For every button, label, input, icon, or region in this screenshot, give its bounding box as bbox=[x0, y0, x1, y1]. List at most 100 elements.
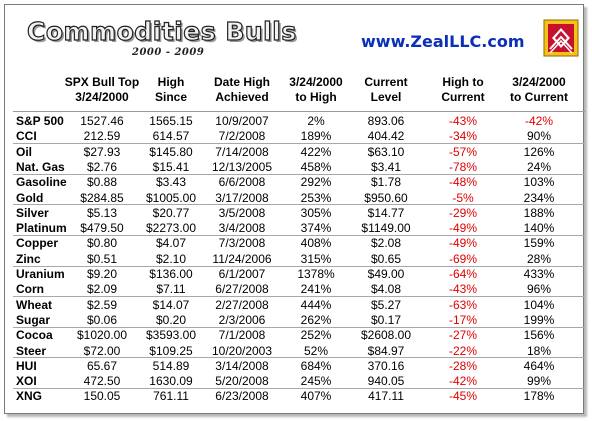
column-header-line: High to bbox=[442, 75, 484, 89]
column-header-6: High to Current bbox=[428, 75, 498, 105]
cell-date: 10/20/2003 bbox=[211, 343, 273, 358]
cell-current: $950.60 bbox=[364, 190, 408, 205]
table-row: S&P 500 1527.46 1565.15 10/9/2007 2% 893.06 -4… bbox=[5, 113, 585, 130]
cell-high: $4.07 bbox=[155, 236, 187, 251]
page-title: Commodities Bulls bbox=[26, 16, 297, 46]
cell-current: $63.10 bbox=[367, 144, 405, 159]
cell-date: 5/20/2008 bbox=[215, 374, 269, 389]
cell-date: 3/4/2008 bbox=[218, 221, 266, 236]
cell-high: $2.10 bbox=[155, 251, 187, 266]
row-divider bbox=[13, 387, 585, 389]
cell-high-to-current: -45% bbox=[448, 389, 477, 404]
cell-to-current: 156% bbox=[523, 328, 555, 343]
cell-current: $5.27 bbox=[370, 297, 402, 312]
cell-to-high: 292% bbox=[300, 175, 332, 190]
cell-high-to-current: -42% bbox=[448, 374, 477, 389]
row-name: Zinc bbox=[16, 251, 41, 266]
cell-to-high: 374% bbox=[300, 221, 332, 236]
cell-high: $2273.00 bbox=[145, 221, 197, 236]
cell-date: 6/27/2008 bbox=[215, 282, 269, 297]
page-subtitle: 2000 - 2009 bbox=[132, 47, 205, 58]
cell-high-to-current: -5% bbox=[452, 190, 474, 205]
cell-spx: $0.06 bbox=[86, 312, 118, 327]
cell-date: 6/6/2008 bbox=[218, 175, 266, 190]
cell-current: 417.11 bbox=[368, 389, 404, 404]
cell-date: 12/13/2005 bbox=[211, 159, 273, 174]
cell-high-to-current: -43% bbox=[448, 114, 477, 128]
row-name: Nat. Gas bbox=[16, 159, 65, 174]
table-row: Copper $0.80 $4.07 7/3/2008 408% $2.08 -49% 159… bbox=[5, 235, 585, 252]
table-row: Cocoa $1020.00 $3593.00 7/1/2008 252% $2608.0… bbox=[5, 327, 585, 344]
row-divider bbox=[13, 234, 585, 236]
table-row: Sugar $0.06 $0.20 2/3/2006 262% $0.17 -17% 199% bbox=[5, 312, 585, 329]
table-row: Corn $2.09 $7.11 6/27/2008 241% $4.08 -43% 96% bbox=[5, 281, 585, 298]
table-row: Oil $27.93 $145.80 7/14/2008 422% $63.10 -57% 1… bbox=[5, 144, 585, 161]
cell-high: 1565.15 bbox=[149, 114, 193, 128]
cell-to-current: -42% bbox=[524, 114, 553, 128]
cell-date: 7/3/2008 bbox=[218, 236, 266, 251]
cell-high: $0.20 bbox=[155, 312, 187, 327]
table-row: CCI 212.59 614.57 7/2/2008 189% 404.42 -34% 90% bbox=[5, 128, 585, 145]
column-header-7: 3/24/2000 to Current bbox=[499, 75, 579, 105]
cell-to-high: 262% bbox=[300, 312, 332, 327]
cell-high-to-current: -29% bbox=[448, 205, 477, 220]
table-row: Gasoline $0.88 $3.43 6/6/2008 292% $1.78 -48% 1… bbox=[5, 174, 585, 191]
cell-date: 2/27/2008 bbox=[215, 297, 269, 312]
cell-to-current: 159% bbox=[523, 236, 555, 251]
cell-to-current: 24% bbox=[526, 159, 552, 174]
cell-high-to-current: -64% bbox=[448, 267, 477, 281]
row-name: CCI bbox=[16, 129, 37, 144]
table-row: Zinc $0.51 $2.10 11/24/2006 315% $0.65 -69% 28% bbox=[5, 251, 585, 268]
cell-current: $0.65 bbox=[370, 251, 402, 266]
cell-high: 761.11 bbox=[153, 389, 189, 404]
row-name: S&P 500 bbox=[16, 114, 64, 128]
cell-high-to-current: -69% bbox=[448, 251, 477, 266]
cell-to-high: 444% bbox=[300, 297, 332, 312]
row-divider bbox=[13, 204, 585, 206]
cell-high-to-current: -63% bbox=[448, 297, 477, 312]
row-name: Silver bbox=[16, 205, 49, 220]
cell-spx: $2.59 bbox=[86, 297, 118, 312]
cell-current: $49.00 bbox=[367, 267, 405, 281]
cell-spx: $0.51 bbox=[86, 251, 118, 266]
row-name: Sugar bbox=[16, 312, 51, 327]
cell-high: 614.57 bbox=[152, 129, 190, 144]
cell-date: 3/14/2008 bbox=[215, 358, 269, 373]
cell-high-to-current: -49% bbox=[448, 221, 477, 236]
row-name: Wheat bbox=[16, 297, 52, 312]
column-header-line: Since bbox=[154, 90, 187, 104]
row-divider bbox=[13, 173, 585, 175]
cell-high-to-current: -78% bbox=[448, 159, 477, 174]
cell-current: 370.16 bbox=[367, 358, 405, 373]
column-header-1: SPX Bull Top 3/24/2000 bbox=[61, 75, 143, 105]
cell-high-to-current: -43% bbox=[448, 282, 477, 297]
cell-spx: $27.93 bbox=[83, 144, 121, 159]
cell-to-current: 199% bbox=[523, 312, 555, 327]
cell-current: $2.08 bbox=[370, 236, 402, 251]
cell-high: $3593.00 bbox=[145, 328, 197, 343]
row-divider bbox=[13, 143, 585, 145]
cell-high: $136.00 bbox=[149, 267, 193, 281]
cell-date: 7/1/2008 bbox=[218, 328, 266, 343]
row-divider bbox=[13, 265, 585, 267]
table-row: HUI 65.67 514.89 3/14/2008 684% 370.16 -28% 464… bbox=[5, 358, 585, 375]
cell-to-high: 253% bbox=[300, 190, 332, 205]
cell-current: 940.05 bbox=[367, 374, 405, 389]
column-header-3: Date High Achieved bbox=[204, 75, 280, 105]
cell-to-high: 189% bbox=[300, 129, 332, 144]
column-header-line: Level bbox=[370, 90, 402, 104]
cell-current: $14.77 bbox=[367, 205, 405, 220]
cell-current: $1149.00 bbox=[361, 221, 411, 236]
column-header-2: High Since bbox=[139, 75, 203, 105]
cell-spx: $0.80 bbox=[86, 236, 118, 251]
cell-to-current: 126% bbox=[523, 144, 555, 159]
site-link[interactable]: www.ZealLLC.com bbox=[361, 32, 525, 51]
cell-to-high: 241% bbox=[300, 282, 332, 297]
header-divider bbox=[13, 111, 585, 112]
cell-to-current: 103% bbox=[523, 175, 555, 190]
cell-to-current: 464% bbox=[523, 358, 555, 373]
cell-to-current: 188% bbox=[523, 205, 555, 220]
column-header-line: to Current bbox=[510, 90, 568, 104]
column-header-line: Current bbox=[364, 75, 408, 89]
cell-date: 3/17/2008 bbox=[215, 190, 269, 205]
